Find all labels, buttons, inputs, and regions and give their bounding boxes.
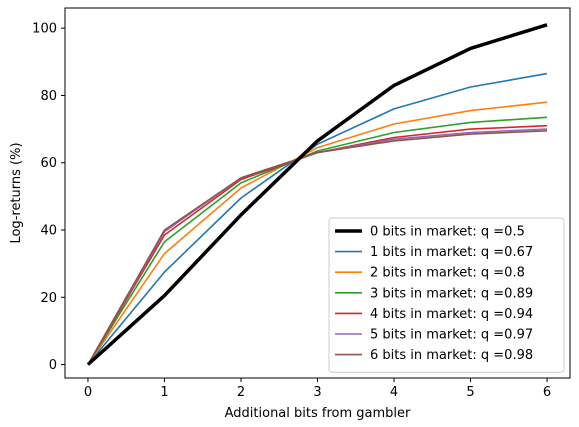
series-line-6 [87,130,548,365]
x-axis-label: Additional bits from gambler [225,406,411,421]
x-tick-label: 2 [237,385,245,400]
series-line-2 [87,101,548,365]
x-tick-label: 4 [390,385,398,400]
legend-box [328,217,565,373]
legend-entry-label: 6 bits in market: q =0.98 [370,348,533,363]
x-tick-label: 1 [160,385,168,400]
legend-entry-label: 1 bits in market: q =0.67 [370,245,533,260]
x-tick-label: 0 [84,385,92,400]
series-lines [86,23,548,366]
y-tick-label: 20 [40,291,57,306]
series-line-0 [86,23,548,366]
legend-entry-label: 0 bits in market: q =0.5 [370,225,525,240]
x-tick-label: 5 [466,385,474,400]
legend-entry-label: 5 bits in market: q =0.97 [370,328,533,343]
legend-entry-label: 2 bits in market: q =0.8 [370,266,525,281]
series-line-3 [87,116,548,365]
x-tick-label: 6 [543,385,551,400]
y-axis-ticks: 0 20 40 60 80 100 [32,22,65,373]
x-tick-label: 3 [313,385,321,400]
y-tick-label: 60 [40,156,57,171]
y-tick-label: 80 [40,89,57,104]
y-tick-label: 100 [32,22,57,37]
x-axis-ticks: 0 1 2 3 4 5 6 [84,378,551,400]
legend: 0 bits in market: q =0.5 1 bits in market… [328,217,565,373]
series-line-1 [87,72,548,366]
y-tick-label: 40 [40,224,57,239]
legend-entry-label: 4 bits in market: q =0.94 [370,307,533,322]
y-axis-label: Log-returns (%) [9,142,24,243]
y-tick-label: 0 [49,358,57,373]
legend-entry-label: 3 bits in market: q =0.89 [370,286,533,301]
